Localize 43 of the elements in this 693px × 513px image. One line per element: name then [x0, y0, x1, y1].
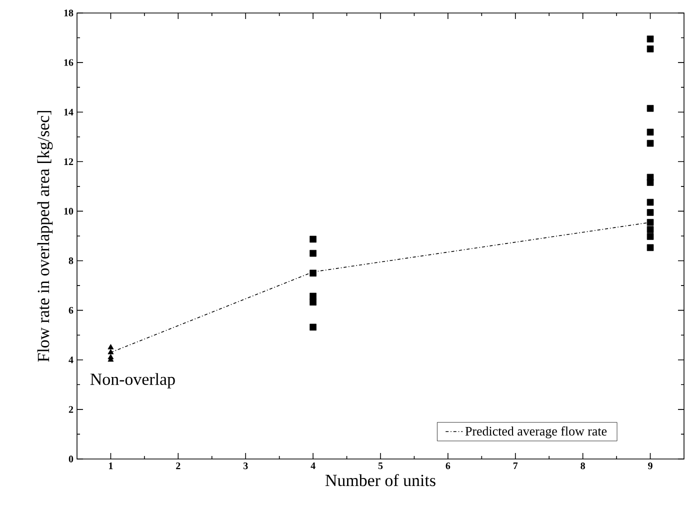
y-tick-label: 6 — [68, 306, 74, 314]
x-tick-label: 7 — [513, 462, 518, 470]
point — [646, 179, 654, 186]
y-tick-label: 12 — [64, 158, 74, 165]
point — [646, 128, 654, 136]
point — [646, 244, 654, 252]
point — [646, 36, 654, 42]
point — [646, 104, 654, 112]
point — [108, 344, 114, 350]
point — [646, 209, 654, 216]
x-tick-label: 4 — [310, 462, 316, 470]
x-tick-label: 3 — [244, 462, 248, 470]
x-tick-label: 6 — [446, 462, 450, 470]
point — [646, 226, 654, 233]
x-tick-label: 5 — [378, 462, 383, 470]
y-tick-label: 16 — [64, 59, 74, 66]
x-tick-label: 2 — [176, 462, 180, 470]
x-axis-title: Number of units — [325, 474, 436, 486]
point — [310, 270, 316, 277]
y-tick-label: 2 — [68, 406, 74, 413]
x-tick-label: 1 — [109, 462, 113, 470]
y-tick-label: 8 — [68, 257, 74, 264]
legend-label: Predicted average flow rate — [465, 426, 607, 438]
x-tick-label: 9 — [648, 462, 652, 470]
x-tick-label: 8 — [580, 462, 586, 470]
point — [646, 140, 654, 147]
point — [646, 198, 654, 206]
point — [646, 233, 654, 240]
point — [310, 324, 316, 331]
point — [310, 250, 316, 257]
point — [646, 46, 654, 52]
annotation: Non-overlap — [90, 373, 175, 388]
y-tick-label: 0 — [68, 456, 74, 462]
point — [310, 292, 316, 300]
point — [310, 298, 316, 306]
y-tick-label: 10 — [64, 208, 74, 215]
point — [646, 218, 654, 226]
y-tick-label: 4 — [68, 356, 74, 364]
y-tick-label: 18 — [64, 10, 74, 16]
y-axis-title: Flow rate in overlapped area [kg/sec] — [37, 110, 53, 362]
point — [310, 236, 316, 243]
y-tick-label: 14 — [64, 108, 74, 116]
point — [108, 349, 114, 354]
